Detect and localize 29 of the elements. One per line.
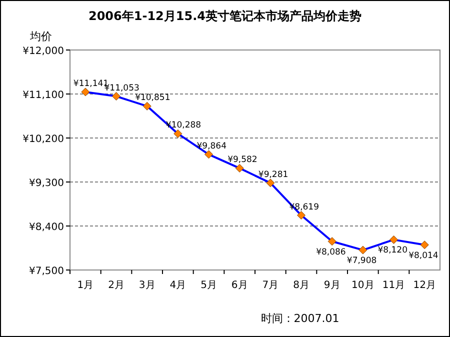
x-tick-label: 7月: [262, 280, 279, 291]
x-tick-label: 2月: [108, 280, 124, 291]
data-label: ¥8,014: [408, 250, 438, 261]
x-tick-label: 1月: [77, 280, 94, 291]
data-label: ¥8,086: [316, 247, 346, 258]
y-tick-label: ¥7,500: [29, 266, 64, 277]
y-axis-title: 均价: [29, 30, 52, 43]
x-tick-label: 5月: [200, 280, 217, 291]
text: 时间：2007.01: [260, 312, 340, 325]
x-tick-label: 10月: [352, 280, 374, 291]
data-label: ¥9,582: [228, 155, 258, 166]
y-tick-label: ¥10,200: [22, 134, 64, 145]
x-tick-label: 8月: [293, 280, 310, 291]
data-label: ¥8,120: [378, 246, 408, 256]
y-tick-label: ¥11,100: [22, 90, 64, 101]
chart-title: 2006年1-12月15.4英寸笔记本市场产品均价走势: [88, 9, 362, 23]
x-tick-label: 6月: [231, 280, 248, 291]
x-tick-label: 4月: [170, 280, 186, 291]
data-label: ¥9,864: [196, 141, 226, 152]
y-tick-label: ¥12,000: [22, 46, 64, 57]
x-tick-label: 12月: [413, 280, 436, 291]
x-tick-label: 9月: [324, 280, 340, 291]
y-tick-label: ¥8,400: [29, 222, 64, 233]
data-label: ¥10,851: [135, 93, 170, 104]
data-label: ¥7,908: [346, 256, 377, 266]
data-label: ¥9,281: [258, 170, 288, 180]
x-tick-label: 3月: [138, 280, 156, 291]
y-tick-label: ¥9,300: [29, 178, 64, 189]
x-tick-label: 11月: [382, 280, 406, 291]
